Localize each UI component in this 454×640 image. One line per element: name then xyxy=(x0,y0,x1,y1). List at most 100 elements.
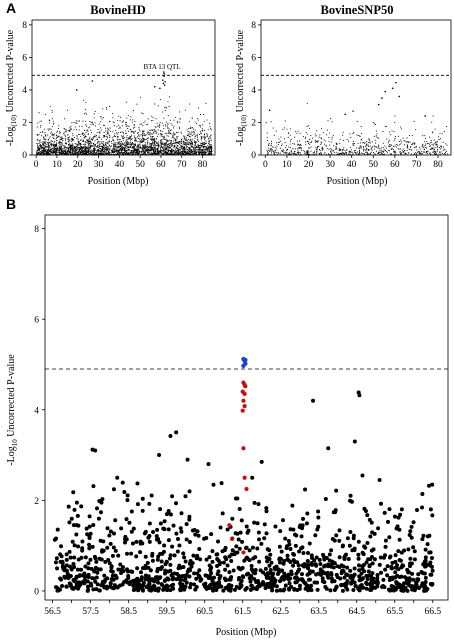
a1-point xyxy=(124,153,126,155)
a2-point xyxy=(433,151,435,153)
a2-point xyxy=(399,151,401,153)
a2-point xyxy=(296,132,298,134)
zoom-point xyxy=(247,548,252,553)
a1-point xyxy=(114,135,116,137)
a2-point xyxy=(435,143,437,145)
a2-point xyxy=(287,146,289,148)
a1-point xyxy=(85,125,88,127)
a1-point xyxy=(62,139,64,141)
y-axis-label-bovinesnp50: -Log(10) Uncorrected P-value xyxy=(235,29,248,146)
zoom-point xyxy=(55,566,60,571)
a1-point xyxy=(105,151,107,153)
a2-point xyxy=(360,152,363,154)
a1-point xyxy=(64,146,66,148)
zoom-point xyxy=(72,543,77,548)
zoom-point xyxy=(386,519,391,524)
a2-point xyxy=(442,141,444,143)
zoom-point xyxy=(108,580,113,585)
a2-point xyxy=(314,139,316,141)
a1-point xyxy=(183,137,186,139)
a1-point xyxy=(122,132,125,134)
a1-point xyxy=(179,149,181,151)
zoom-point xyxy=(298,583,303,588)
a1-point xyxy=(206,147,208,149)
a2-point xyxy=(297,148,299,150)
a2-x-tick-label: 40 xyxy=(347,160,357,170)
zoom-point xyxy=(430,513,435,518)
a2-point xyxy=(276,142,278,144)
zoom-point xyxy=(229,575,234,580)
a1-point xyxy=(151,141,154,143)
a2-point xyxy=(443,148,445,150)
a2-y-tick-label: 6 xyxy=(251,53,256,63)
a1-point xyxy=(208,152,211,154)
a1-point xyxy=(176,142,178,144)
a2-point xyxy=(345,151,347,153)
a1-point xyxy=(197,138,199,140)
zoom-point xyxy=(268,552,273,557)
a1-point xyxy=(125,121,127,124)
a1-x-tick-label: 40 xyxy=(115,160,125,170)
a1-point xyxy=(53,151,56,153)
a1-point xyxy=(85,120,87,122)
a1-point xyxy=(46,153,48,155)
a1-point xyxy=(67,150,69,152)
a1-point xyxy=(164,142,166,144)
a1-point xyxy=(61,143,63,145)
a1-point xyxy=(199,114,202,116)
a1-point xyxy=(71,147,73,149)
zoom-point xyxy=(256,502,261,507)
a1-point xyxy=(133,135,135,137)
a2-point xyxy=(331,136,333,138)
a2-point xyxy=(337,153,339,155)
a1-point xyxy=(188,120,190,122)
a2-point xyxy=(303,150,305,152)
a2-point xyxy=(444,151,447,154)
a1-x-tick-label: 30 xyxy=(94,160,104,170)
a2-point xyxy=(353,142,355,144)
a2-point xyxy=(297,143,299,145)
a1-point xyxy=(152,135,154,137)
y-axis-label-bovinehd: -Log(10) Uncorrected P-value xyxy=(5,29,18,146)
a1-point xyxy=(112,154,114,156)
a1-point xyxy=(38,133,40,135)
a1-point xyxy=(171,154,173,156)
a2-point xyxy=(364,149,366,151)
a1-point xyxy=(47,142,49,144)
a2-point xyxy=(394,150,396,152)
a2-point xyxy=(359,153,361,155)
a2-point xyxy=(289,143,291,145)
a1-point xyxy=(101,152,103,154)
zoom-point xyxy=(95,570,100,575)
a1-point xyxy=(67,130,69,132)
zoom-point xyxy=(356,539,361,544)
a2-point xyxy=(273,151,275,153)
a1-point xyxy=(159,122,161,124)
a1-point xyxy=(176,137,178,139)
a1-point xyxy=(98,123,100,125)
a2-point xyxy=(361,154,363,156)
a1-point xyxy=(90,121,92,123)
a1-point xyxy=(136,151,138,153)
a1-point xyxy=(72,139,74,141)
a1-point xyxy=(191,127,193,129)
zoom-point xyxy=(216,569,221,574)
zoom-point xyxy=(263,582,268,587)
a1-point xyxy=(131,150,133,152)
zoom-point xyxy=(428,560,433,565)
a2-point xyxy=(287,136,289,138)
a1-point xyxy=(194,148,196,150)
a1-point xyxy=(115,130,117,132)
zoom-point xyxy=(232,552,237,557)
a2-point xyxy=(418,153,420,155)
a1-point xyxy=(201,137,203,139)
a2-point xyxy=(299,153,301,155)
a1-point xyxy=(151,152,153,154)
a1-point xyxy=(163,143,166,145)
a1-point xyxy=(77,138,79,140)
a2-point xyxy=(365,149,367,151)
a2-point xyxy=(369,142,371,144)
a1-point xyxy=(94,152,96,154)
a1-point xyxy=(155,144,157,147)
